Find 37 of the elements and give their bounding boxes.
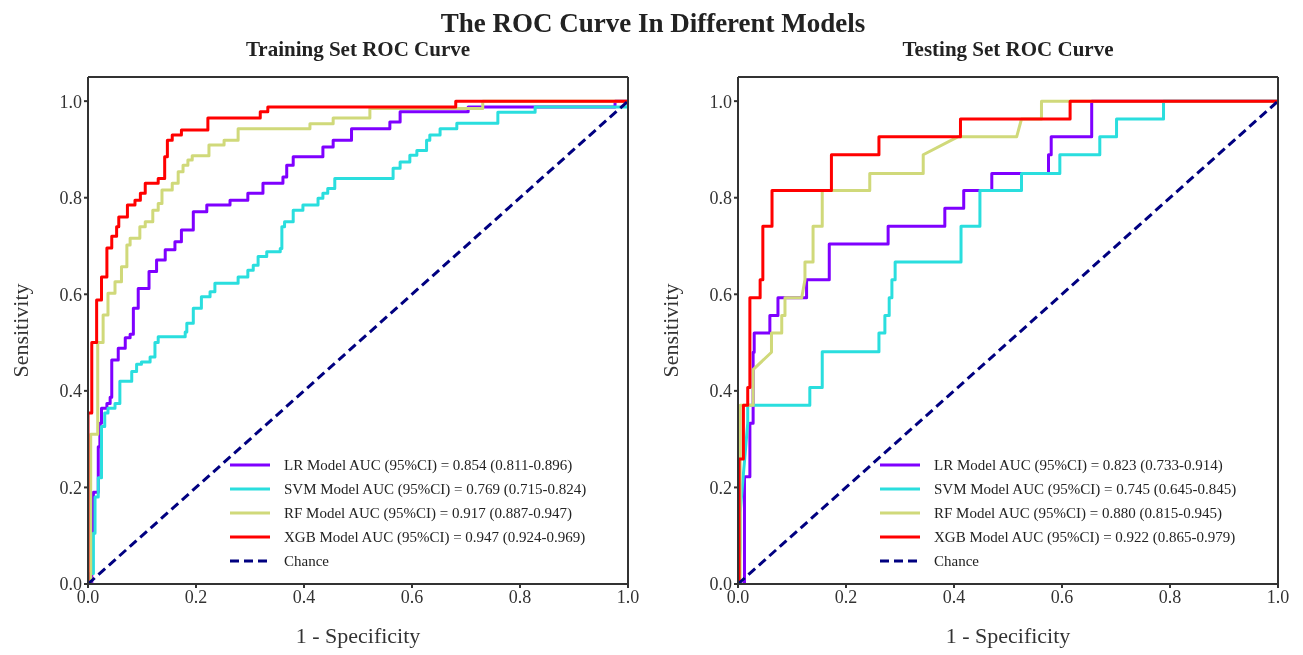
y-tick-label: 0.6 <box>709 284 732 305</box>
legend-label: RF Model AUC (95%CI) = 0.917 (0.887-0.947) <box>284 504 573 523</box>
legend-label: Chance <box>934 552 979 571</box>
y-tick-label: 0.2 <box>709 477 732 498</box>
x-tick-label: 0.6 <box>400 586 424 607</box>
x-tick-label: 0.2 <box>184 586 208 607</box>
x-tick-label: 0.6 <box>1050 586 1074 607</box>
legend-label: XGB Model AUC (95%CI) = 0.947 (0.924-0.969) <box>284 528 586 547</box>
chart-title: Training Set ROC Curve <box>244 37 472 62</box>
x-tick-label: 0.4 <box>942 586 966 607</box>
y-tick-label: 0.6 <box>59 284 82 305</box>
x-tick-label: 0.2 <box>834 586 858 607</box>
y-axis-title: Sensitivity <box>7 283 33 378</box>
y-tick-label: 0.4 <box>709 381 732 402</box>
legend-label: RF Model AUC (95%CI) = 0.880 (0.815-0.945) <box>934 504 1223 523</box>
chart-title: Testing Set ROC Curve <box>901 37 1115 62</box>
y-tick-label: 0.4 <box>59 381 82 402</box>
x-axis-title: 1 - Specificity <box>945 623 1071 648</box>
legend-label: SVM Model AUC (95%CI) = 0.745 (0.645-0.845) <box>934 480 1237 499</box>
y-tick-label: 1.0 <box>59 91 82 112</box>
x-tick-label: 0.8 <box>508 586 532 607</box>
legend-label: LR Model AUC (95%CI) = 0.823 (0.733-0.914) <box>934 456 1223 475</box>
x-tick-label: 1.0 <box>616 586 640 607</box>
x-tick-label: 1.0 <box>1266 586 1290 607</box>
y-tick-label: 0.8 <box>59 188 82 209</box>
x-axis-title: 1 - Specificity <box>295 623 421 648</box>
y-tick-label: 0.2 <box>59 477 82 498</box>
legend-label: XGB Model AUC (95%CI) = 0.922 (0.865-0.979) <box>934 528 1236 547</box>
x-tick-label: 0.4 <box>292 586 316 607</box>
legend-label: Chance <box>284 552 329 571</box>
y-tick-label: 1.0 <box>709 91 732 112</box>
x-tick-label: 0.8 <box>1158 586 1182 607</box>
text: The ROC Curve In Different Models <box>440 8 866 38</box>
legend-label: LR Model AUC (95%CI) = 0.854 (0.811-0.896) <box>284 456 573 475</box>
y-tick-label: 0.8 <box>709 188 732 209</box>
y-axis-title: Sensitivity <box>657 283 683 378</box>
legend-label: SVM Model AUC (95%CI) = 0.769 (0.715-0.824) <box>284 480 587 499</box>
